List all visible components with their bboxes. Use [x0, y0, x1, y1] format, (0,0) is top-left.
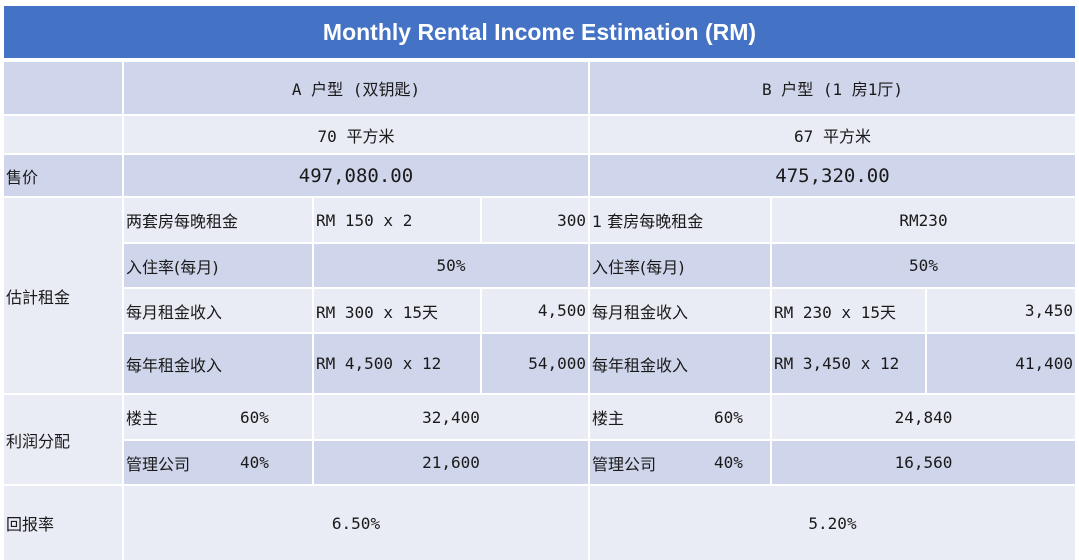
- rent-a-occupancy-label: 入住率(每月): [124, 244, 312, 287]
- rent-a-yearly-value: 54,000: [482, 334, 588, 393]
- rent-a-nightly-value: 300: [482, 198, 588, 242]
- profit-b-owner-pct: 60%: [714, 407, 743, 427]
- table-title: Monthly Rental Income Estimation (RM): [4, 6, 1075, 58]
- rent-b-nightly-value: RM230: [772, 198, 1075, 242]
- return-label: 回报率: [4, 486, 122, 560]
- price-b: 475,320.00: [590, 155, 1075, 196]
- header-corner: [4, 62, 122, 114]
- price-b-value: 475,320.00: [775, 164, 890, 187]
- rent-b-yearly-label: 每年租金收入: [590, 334, 770, 393]
- area-b: 67 平方米: [590, 116, 1075, 153]
- rent-a-yearly-formula: RM 4,500 x 12: [314, 334, 480, 393]
- rent-b-occupancy-value: 50%: [772, 244, 1075, 287]
- profit-a-owner-value: 32,400: [314, 395, 588, 439]
- profit-a-mgmt: 管理公司 40%: [124, 441, 312, 484]
- profit-a-owner: 楼主 60%: [124, 395, 312, 439]
- area-corner: [4, 116, 122, 153]
- profit-b-owner-label: 楼主: [592, 409, 625, 428]
- rent-b-monthly-label: 每月租金收入: [590, 289, 770, 332]
- profit-b-mgmt-value: 16,560: [772, 441, 1075, 484]
- rent-a-monthly-value: 4,500: [482, 289, 588, 332]
- area-b-value: 67 平方米: [794, 126, 871, 146]
- header-type-a: A 户型 (双钥匙): [124, 62, 588, 114]
- profit-b-owner: 楼主 60%: [590, 395, 770, 439]
- rent-b-nightly-label: 1 套房每晚租金: [590, 198, 770, 242]
- rent-a-nightly-label: 两套房每晚租金: [124, 198, 312, 242]
- rent-label: 估計租金: [4, 198, 122, 393]
- profit-b-owner-value: 24,840: [772, 395, 1075, 439]
- price-label: 售价: [4, 155, 122, 196]
- type-a-label: A 户型 (双钥匙): [291, 80, 421, 99]
- area-a: 70 平方米: [124, 116, 588, 153]
- rent-a-yearly-label: 每年租金收入: [124, 334, 312, 393]
- area-a-value: 70 平方米: [317, 126, 395, 146]
- rent-b-monthly-formula: RM 230 x 15天: [772, 289, 925, 332]
- return-b: 5.20%: [590, 486, 1075, 560]
- rent-b-occupancy-label: 入住率(每月): [590, 244, 770, 287]
- profit-b-mgmt-label: 管理公司: [592, 454, 657, 474]
- profit-b-mgmt: 管理公司 40%: [590, 441, 770, 484]
- header-type-b: B 户型 (1 房1厅): [590, 62, 1075, 114]
- profit-label: 利润分配: [4, 395, 122, 484]
- profit-a-owner-label: 楼主: [126, 409, 159, 428]
- price-a-value: 497,080.00: [298, 164, 414, 187]
- profit-a-mgmt-value: 21,600: [314, 441, 588, 484]
- profit-a-mgmt-pct: 40%: [240, 453, 269, 472]
- profit-b-mgmt-pct: 40%: [714, 453, 743, 472]
- rent-a-monthly-formula: RM 300 x 15天: [314, 289, 480, 332]
- rent-b-yearly-value: 41,400: [927, 334, 1075, 393]
- rent-a-occupancy-value: 50%: [314, 244, 588, 287]
- return-b-value: 5.20%: [808, 513, 857, 533]
- rent-a-monthly-label: 每月租金收入: [124, 289, 312, 332]
- return-a: 6.50%: [124, 486, 588, 560]
- profit-a-mgmt-label: 管理公司: [126, 454, 191, 474]
- type-b-label: B 户型 (1 房1厅): [761, 80, 904, 99]
- rent-b-monthly-value: 3,450: [927, 289, 1075, 332]
- rent-b-yearly-formula: RM 3,450 x 12: [772, 334, 925, 393]
- return-a-value: 6.50%: [331, 513, 381, 533]
- profit-a-owner-pct: 60%: [240, 407, 269, 427]
- price-a: 497,080.00: [124, 155, 588, 196]
- rent-a-nightly-formula: RM 150 x 2: [314, 198, 480, 242]
